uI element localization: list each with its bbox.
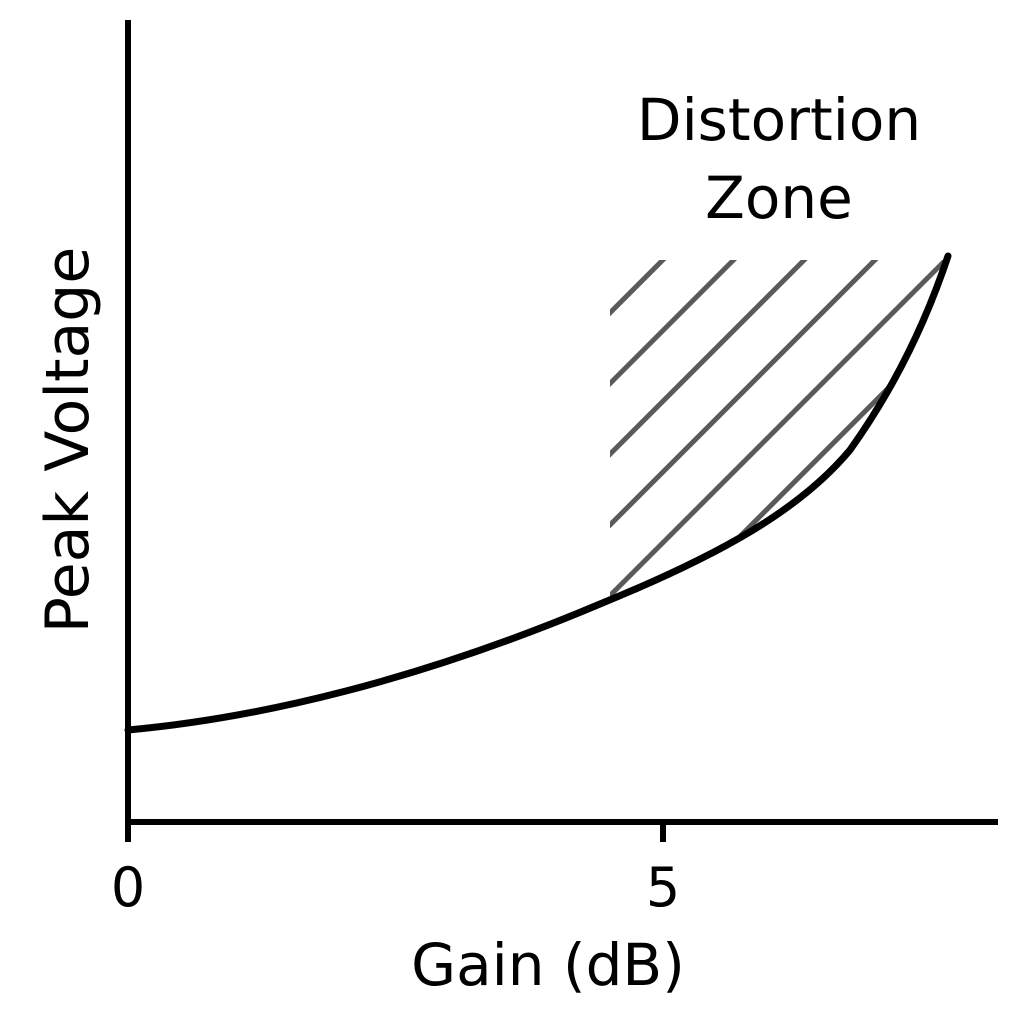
x-tick-label-5: 5 [646, 856, 680, 919]
voltage-curve [124, 252, 952, 734]
zone-label-line1: Distortion [637, 86, 921, 154]
distortion-zone-hatch [610, 260, 948, 604]
zone-label-line2: Zone [705, 164, 853, 232]
x-tick-label-0: 0 [111, 856, 145, 919]
x-axis-label: Gain (dB) [411, 931, 685, 999]
y-axis-label: Peak Voltage [33, 247, 103, 634]
